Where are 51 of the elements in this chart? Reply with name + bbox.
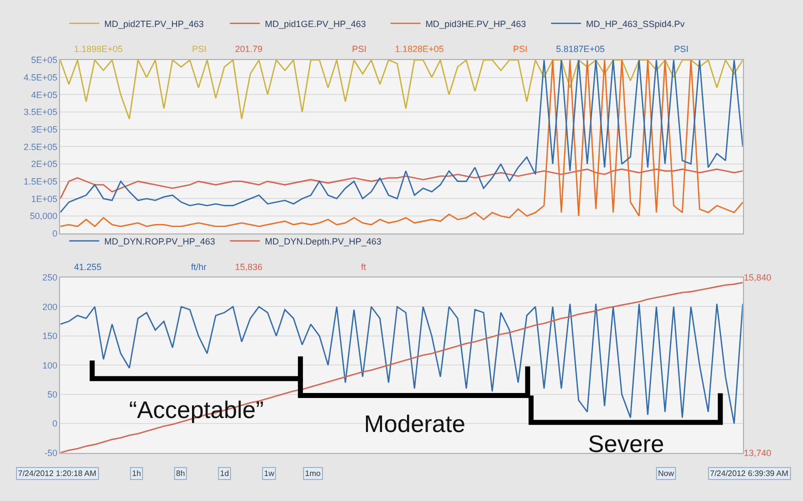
y-tick-label: 3.5E+05 xyxy=(24,107,58,118)
legend-label: MD_DYN.Depth.PV_HP_463 xyxy=(264,236,382,246)
text: 5.8187E+05 xyxy=(556,44,605,54)
y-tick-label: 1E+05 xyxy=(31,194,58,204)
y-tick-label: 2.5E+05 xyxy=(24,142,58,152)
legend-label: MD_HP_463_SSpid4.Pv xyxy=(586,18,686,29)
text: ft/hr xyxy=(191,262,207,272)
legend-label: MD_pid1GE.PV_HP_463 xyxy=(264,18,366,29)
legend-label: MD_DYN.ROP.PV_HP_463 xyxy=(104,236,216,246)
text: Now xyxy=(658,469,674,478)
y-tick-label: 2E+05 xyxy=(31,159,58,170)
y-tick-label: 200 xyxy=(42,302,58,312)
text: 201.79 xyxy=(235,44,263,54)
text: 15,836 xyxy=(235,262,263,272)
line-series xyxy=(60,60,743,120)
text: ft xyxy=(361,262,366,272)
line-series xyxy=(60,168,743,200)
legend-label: MD_pid3HE.PV_HP_463 xyxy=(425,18,526,29)
text: 1d xyxy=(220,469,229,478)
y-tick-label: 4E+05 xyxy=(31,90,58,100)
y-tick-label: 50,000 xyxy=(30,211,58,222)
y-tick-label: 0 xyxy=(52,228,58,238)
annotation: Moderate xyxy=(364,411,466,438)
y-tick-label: 100 xyxy=(42,360,58,370)
y-tick-label: 50 xyxy=(47,390,58,400)
text: 1h xyxy=(132,469,141,478)
text: 41.255 xyxy=(74,262,102,272)
y-tick-label: 1.5E+05 xyxy=(24,176,58,186)
text: 8h xyxy=(176,469,185,478)
text: 1w xyxy=(264,469,274,478)
y-tick-label: 5E+05 xyxy=(31,55,58,66)
y-tick-label: 250 xyxy=(42,272,58,283)
text: PSI xyxy=(513,44,528,54)
y-tick-label: 0 xyxy=(52,418,58,429)
y-tick-label: 150 xyxy=(42,331,58,342)
text: PSI xyxy=(352,44,367,54)
text: 1.1828E+05 xyxy=(395,44,444,54)
text: PSI xyxy=(192,44,207,54)
text: 1mo xyxy=(305,469,322,478)
y-tick-label: 3E+05 xyxy=(31,124,58,134)
y2-tick-label: 15,840 xyxy=(744,272,772,283)
annotation: Severe xyxy=(588,431,664,458)
text: PSI xyxy=(674,44,689,54)
text: 7/24/2012 6:39:39 AM xyxy=(710,469,789,478)
y2-tick-label: 13,740 xyxy=(744,448,772,458)
line-series xyxy=(60,282,743,453)
y-tick-label: -50 xyxy=(44,448,58,458)
legend-label: MD_pid2TE.PV_HP_463 xyxy=(104,18,204,29)
text: 1.1898E+05 xyxy=(74,44,123,54)
y-tick-label: 4.5E+05 xyxy=(24,72,58,82)
text: 7/24/2012 1:20:18 AM xyxy=(18,469,97,478)
